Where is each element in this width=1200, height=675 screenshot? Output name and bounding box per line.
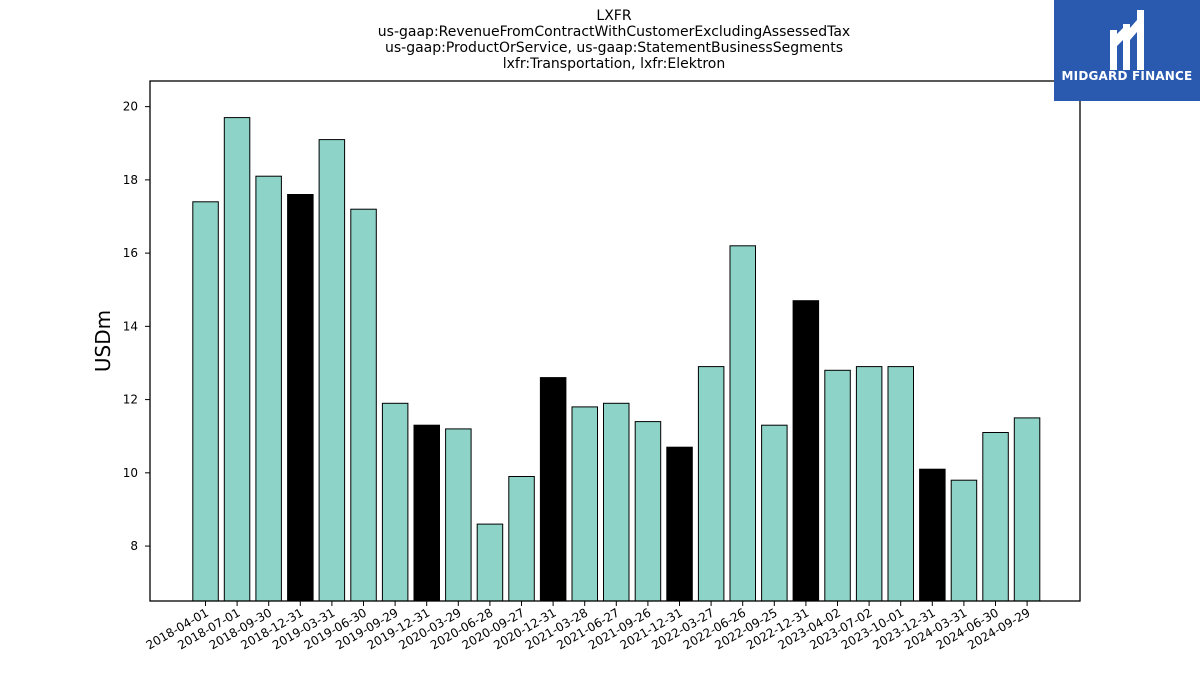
bar [855, 366, 883, 602]
y-tick-label: 16 [123, 246, 138, 260]
y-tick-label: 8 [130, 539, 138, 553]
brand-logo: MIDGARD FINANCE [1054, 0, 1200, 101]
chart-title-line: us-gaap:ProductOrService, us-gaap:Statem… [385, 40, 843, 56]
bar [729, 245, 756, 602]
bar [887, 366, 914, 602]
chart-title-line: LXFR [596, 8, 631, 24]
plot-frame [149, 80, 1081, 602]
logo-text: MIDGARD FINANCE [1061, 69, 1193, 83]
y-tick-label: 14 [123, 319, 138, 333]
bar [255, 175, 282, 602]
chart-title-line: us-gaap:RevenueFromContractWithCustomerE… [378, 24, 850, 40]
bar [1013, 417, 1041, 602]
bar [539, 377, 567, 602]
bar [792, 300, 820, 602]
bar [508, 476, 535, 602]
bar [634, 421, 662, 602]
bar [445, 428, 472, 602]
bar [223, 117, 251, 602]
bar [919, 468, 946, 602]
y-tick-label: 18 [123, 173, 138, 187]
bar [413, 424, 440, 602]
y-tick-label: 10 [123, 466, 138, 480]
logo-mark-icon [1110, 10, 1144, 70]
bar [761, 424, 788, 602]
bar [603, 402, 630, 602]
bar [982, 432, 1009, 602]
chart-title-line: lxfr:Transportation, lxfr:Elektron [503, 56, 725, 72]
y-axis-label: USDm [91, 310, 115, 372]
bar [476, 523, 504, 602]
bar [350, 208, 377, 602]
bar [192, 201, 219, 602]
bar [381, 402, 409, 602]
y-tick-label: 20 [123, 100, 138, 114]
y-tick-label: 12 [123, 393, 138, 407]
bar [666, 446, 693, 602]
bar [697, 366, 725, 602]
bar [950, 479, 978, 602]
bar [318, 139, 346, 602]
bar [287, 194, 314, 602]
bar [571, 406, 598, 602]
bar [824, 369, 851, 602]
